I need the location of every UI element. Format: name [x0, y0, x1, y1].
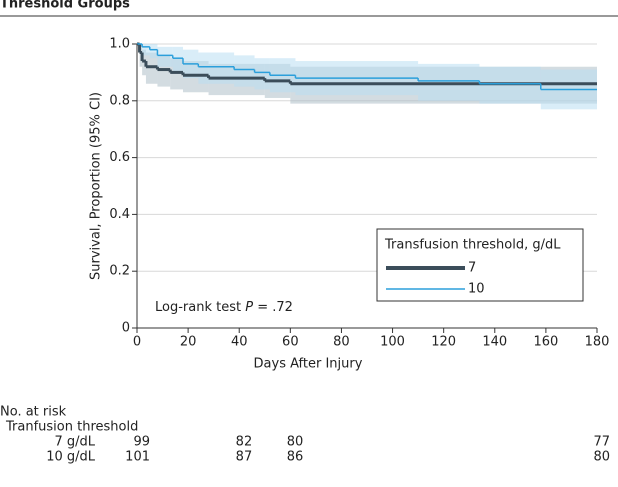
y-axis-label: Survival, Proportion (95% CI) — [89, 92, 104, 280]
legend-label: 10 — [468, 282, 485, 297]
y-tick-label: 0.6 — [109, 150, 130, 165]
legend-label: 7 — [468, 261, 476, 276]
plot-area: 0 0.2 0.4 0.6 0.8 1.0 0 20 40 60 80 100 120 140 160 180 — [109, 37, 609, 350]
risk-count: 80 — [593, 450, 610, 465]
ci-band — [157, 46, 173, 67]
y-tick-label: 0.8 — [109, 93, 130, 108]
risk-count: 99 — [133, 435, 150, 450]
risk-count: 87 — [236, 450, 253, 465]
risk-count: 86 — [287, 450, 304, 465]
annotation-text: = .72 — [253, 300, 293, 315]
annotation: Log-rank test P = .72 — [155, 300, 293, 315]
risk-title: No. at risk — [0, 405, 67, 420]
ci-band — [254, 58, 270, 90]
chart-title: Threshold Groups — [0, 0, 130, 12]
ci-band — [172, 46, 183, 73]
legend: 710 — [386, 261, 485, 297]
x-tick-label: 140 — [482, 335, 507, 350]
x-axis-label: Days After Injury — [254, 357, 363, 372]
annotation-text: Log-rank test — [155, 300, 245, 315]
y-tick-label: 1.0 — [109, 37, 130, 52]
risk-row-label: 10 g/dL — [46, 450, 96, 465]
risk-count: 80 — [287, 435, 304, 450]
ci-band — [234, 55, 255, 87]
x-tick-label: 120 — [431, 335, 456, 350]
risk-subtitle: Tranfusion threshold — [5, 420, 138, 435]
risk-row-label: 7 g/dL — [54, 435, 95, 450]
annotation-p: P — [245, 300, 253, 315]
risk-count: 82 — [236, 435, 253, 450]
ci-band — [142, 44, 150, 56]
y-tick-label: 0.2 — [109, 264, 130, 279]
y-tick-label: 0 — [122, 321, 130, 336]
x-tick-label: 100 — [380, 335, 405, 350]
legend-title: Transfusion threshold, g/dL — [384, 238, 561, 253]
y-tick-label: 0.4 — [109, 207, 130, 222]
ci-band — [149, 44, 158, 59]
risk-count: 77 — [593, 435, 610, 450]
x-tick-label: 20 — [180, 335, 197, 350]
x-tick-label: 180 — [585, 335, 610, 350]
x-tick-label: 60 — [282, 335, 299, 350]
x-tick-label: 40 — [231, 335, 248, 350]
risk-count: 101 — [125, 450, 150, 465]
x-tick-label: 160 — [533, 335, 558, 350]
x-tick-label: 0 — [133, 335, 141, 350]
x-tick-label: 80 — [333, 335, 350, 350]
